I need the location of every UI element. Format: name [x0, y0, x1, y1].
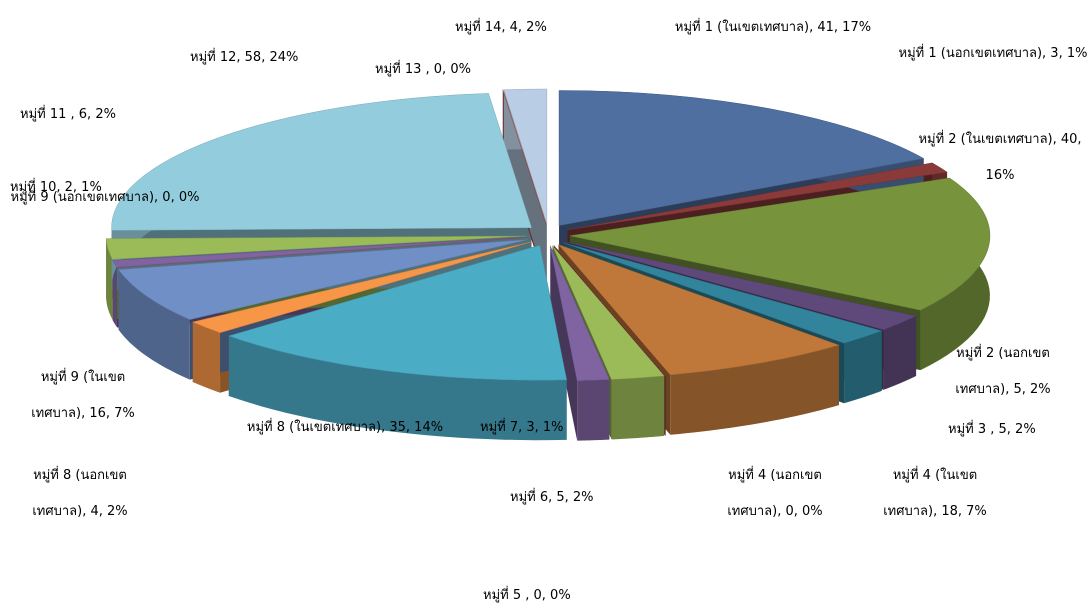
data-label: หมู่ที่ 1 (นอกเขตเทศบาล), 3, 1%: [898, 46, 1088, 61]
slice: [558, 90, 925, 226]
slice: [191, 241, 532, 333]
data-label: หมู่ที่ 9 (ในเขต เทศบาล), 16, 7%: [31, 370, 135, 421]
slice: [550, 245, 610, 381]
slice-wall: [611, 375, 665, 440]
data-label: หมู่ที่ 12, 58, 24%: [190, 50, 299, 65]
slice: [557, 244, 840, 376]
slice: [567, 162, 948, 231]
data-label: หมู่ที่ 6, 5, 2%: [510, 490, 594, 505]
slice: [552, 245, 665, 380]
slice: [117, 237, 527, 268]
data-label: หมู่ที่ 2 (ในเขตเทศบาล), 40, 16%: [918, 132, 1082, 183]
data-label: หมู่ที่ 4 (นอกเขต เทศบาล), 0, 0%: [727, 468, 823, 519]
data-label: หมู่ที่ 7, 3, 1%: [480, 420, 564, 435]
slice-wall: [118, 269, 190, 380]
slice: [503, 88, 548, 225]
slice-wall: [883, 316, 917, 390]
data-label: หมู่ที่ 1 (ในเขตเทศบาล), 41, 17%: [674, 20, 872, 35]
slice: [118, 239, 529, 320]
slice: [111, 93, 532, 231]
slice-wall: [228, 335, 567, 441]
slice: [565, 241, 917, 331]
slice: [228, 244, 567, 381]
data-label: หมู่ที่ 10, 2, 1%: [10, 180, 102, 195]
slice-wall: [106, 238, 113, 320]
data-label: หมู่ที่ 2 (นอกเขต เทศบาล), 5, 2%: [955, 346, 1051, 397]
data-label: หมู่ที่ 11 , 6, 2%: [20, 107, 116, 122]
slice: [112, 236, 527, 268]
data-label: หมู่ที่ 4 (ในเขต เทศบาล), 18, 7%: [883, 468, 987, 519]
data-label: หมู่ที่ 8 (ในเขตเทศบาล), 35, 14%: [246, 420, 444, 435]
data-label: หมู่ที่ 8 (นอกเขต เทศบาล), 4, 2%: [32, 468, 128, 519]
slice: [105, 235, 527, 260]
data-label: หมู่ที่ 14, 4, 2%: [455, 20, 547, 35]
slice: [569, 177, 991, 311]
data-label: หมู่ที่ 9 (นอกเขตเทศบาล), 0, 0%: [10, 190, 200, 205]
slice-wall: [577, 379, 610, 441]
slice-wall: [844, 330, 882, 404]
data-label: หมู่ที่ 13 , 0, 0%: [375, 62, 471, 77]
slice-wall: [112, 260, 117, 328]
slice-wall: [670, 345, 839, 435]
slice: [563, 242, 883, 344]
data-label: หมู่ที่ 5 , 0, 0%: [483, 588, 571, 603]
data-label: หมู่ที่ 3 , 5, 2%: [948, 422, 1036, 437]
slice-wall: [192, 322, 221, 393]
